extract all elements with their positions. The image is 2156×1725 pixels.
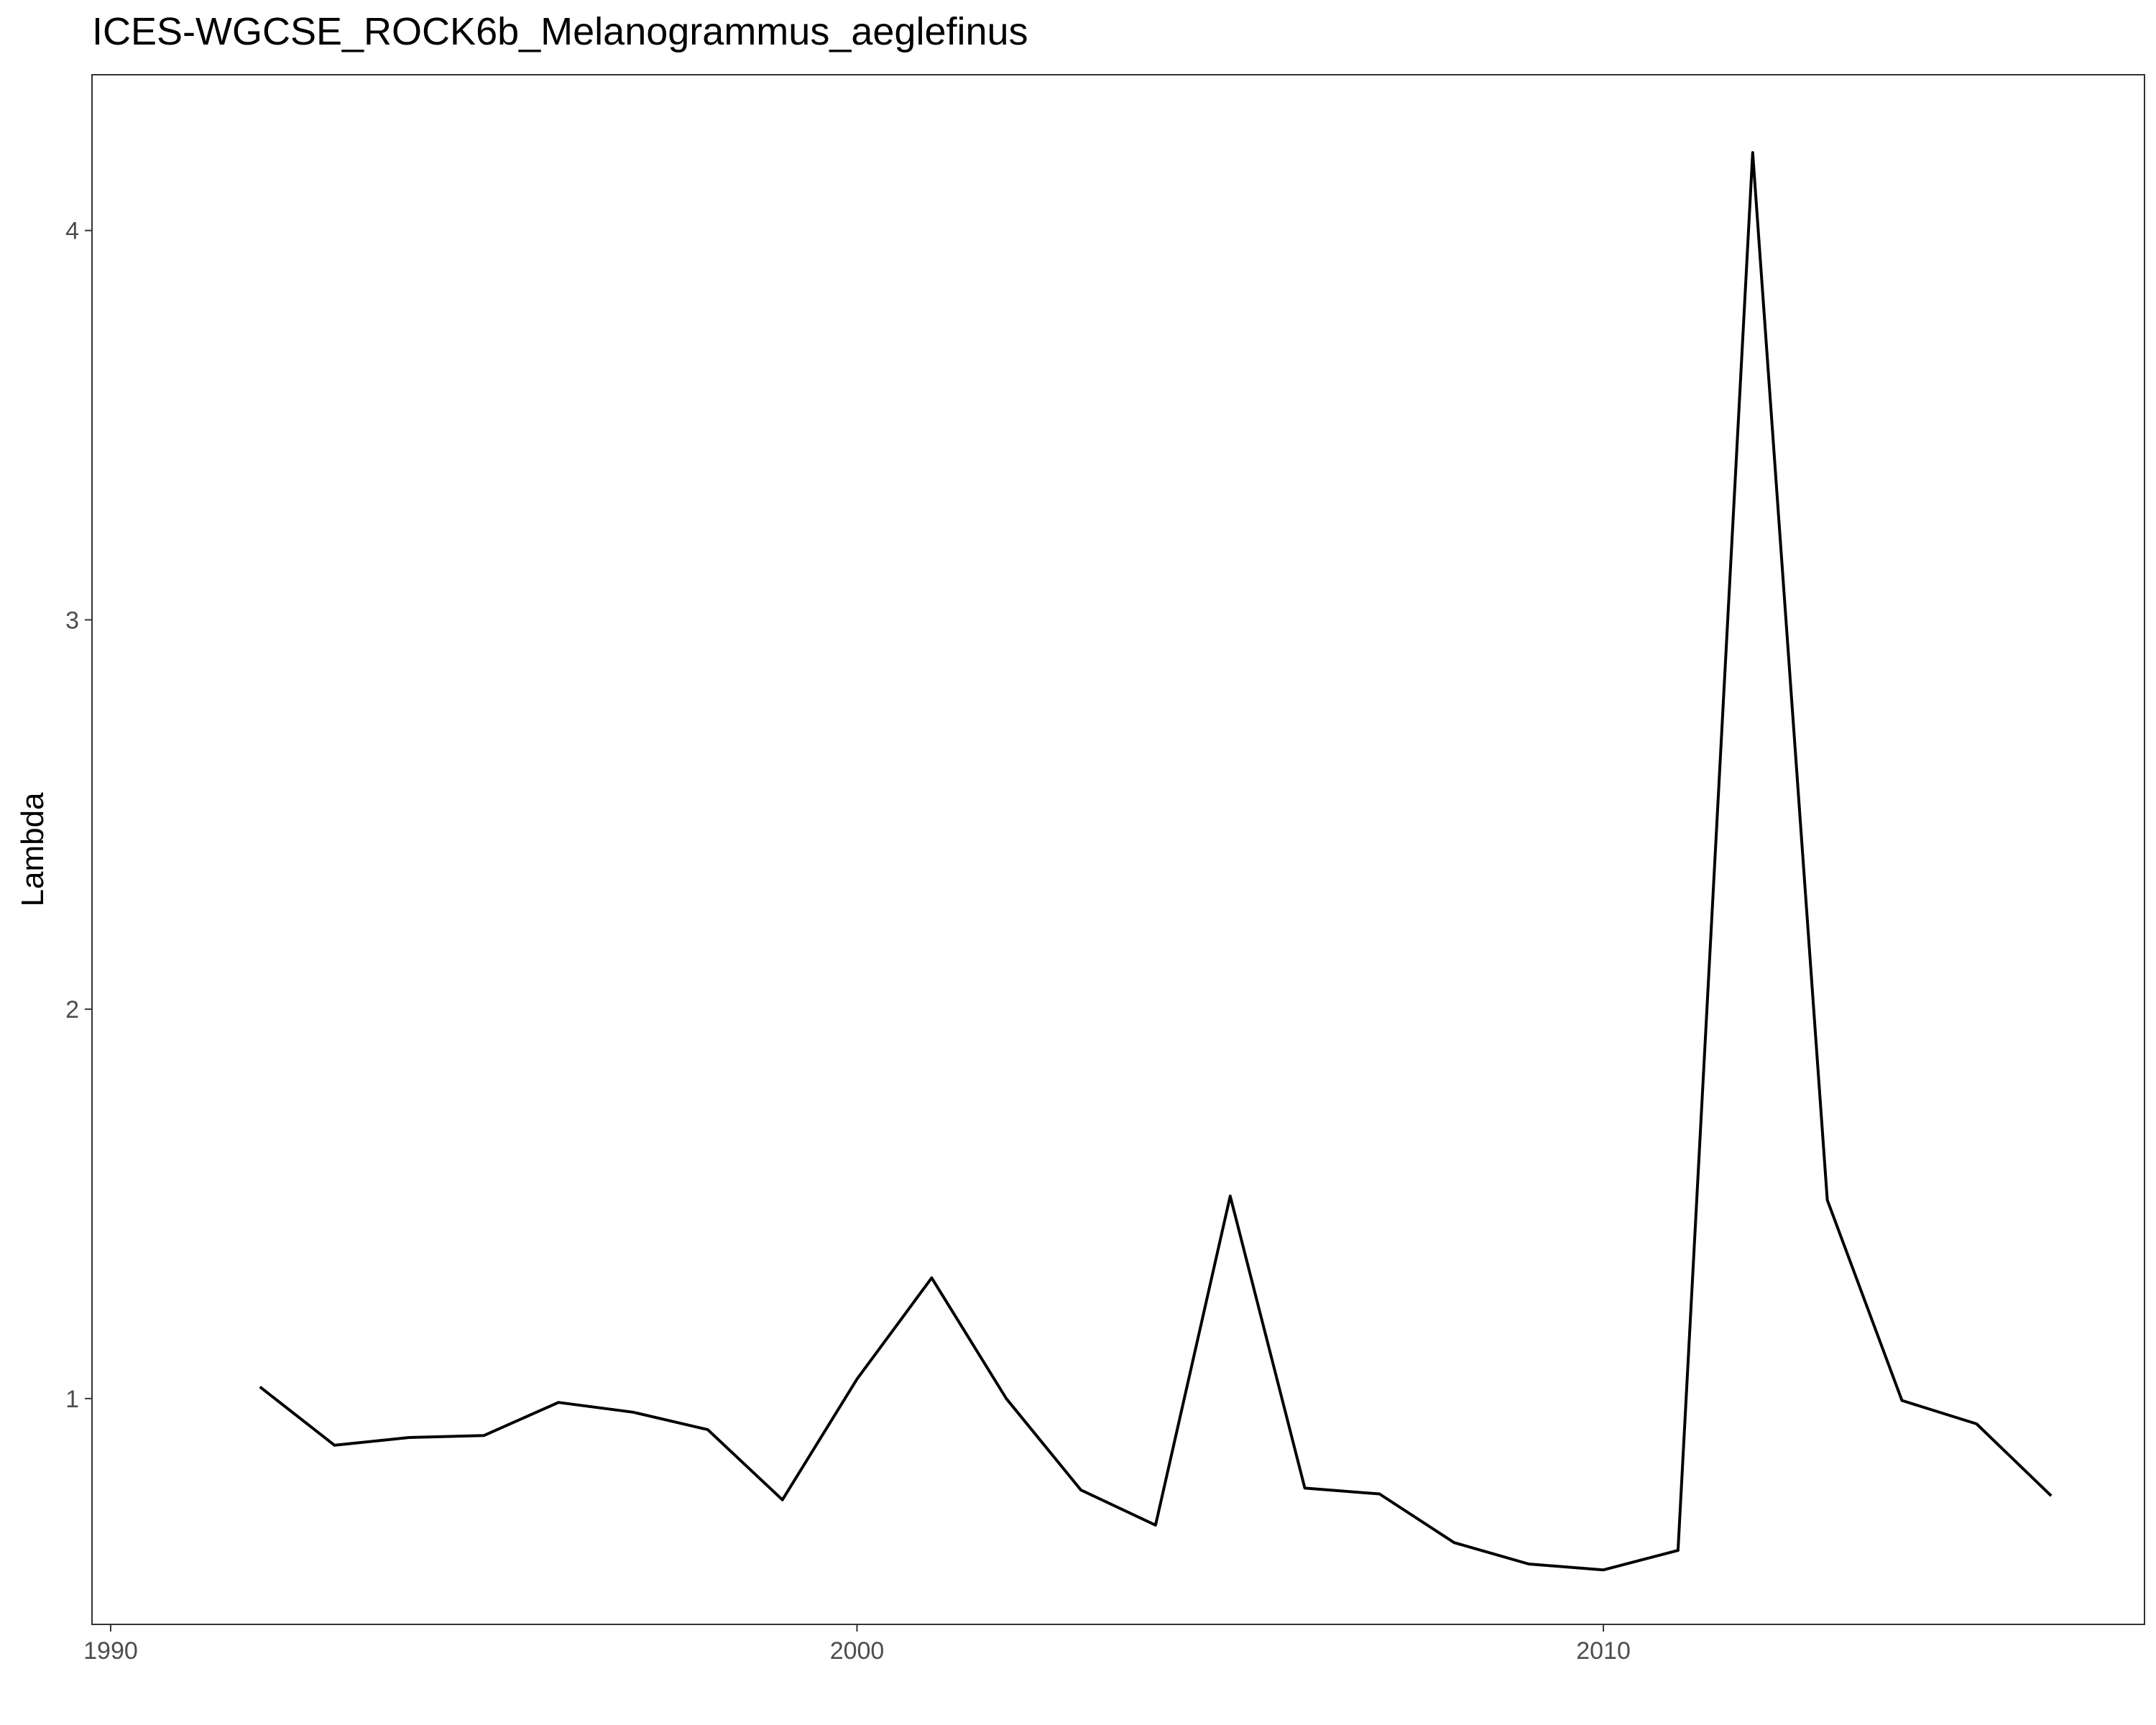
x-tick-label: 1990 — [83, 1637, 138, 1665]
x-axis: 1990 2000 2010 — [83, 1624, 1631, 1665]
y-axis: 1 2 3 4 — [65, 218, 92, 1413]
panel-border — [91, 74, 2145, 1625]
x-tick-label: 2000 — [830, 1637, 885, 1665]
chart-title: ICES-WGCSE_ROCK6b_Melanogrammus_aeglefin… — [92, 10, 1028, 53]
y-tick-label: 4 — [65, 218, 79, 245]
y-tick-label: 3 — [65, 607, 79, 634]
x-tick-label: 2010 — [1576, 1637, 1631, 1665]
y-tick-label: 2 — [65, 996, 79, 1024]
plot-panel — [91, 74, 2145, 1625]
series-layer — [259, 151, 2053, 1572]
y-tick-label: 1 — [65, 1386, 79, 1413]
series-line — [259, 151, 2053, 1572]
y-axis-title: Lambda — [15, 792, 50, 907]
